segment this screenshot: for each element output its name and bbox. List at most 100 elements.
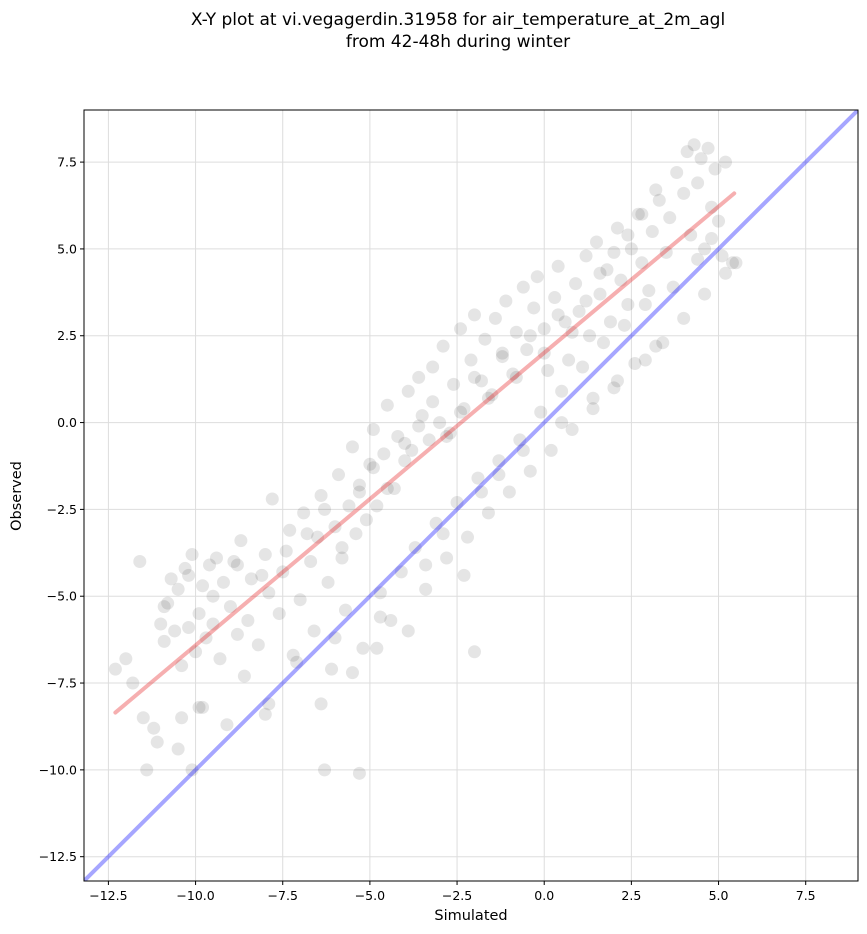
data-point bbox=[579, 249, 593, 263]
data-point bbox=[209, 551, 223, 565]
data-point bbox=[691, 252, 705, 266]
data-point bbox=[610, 221, 624, 235]
data-point bbox=[391, 429, 405, 443]
data-point bbox=[614, 273, 628, 287]
data-point bbox=[213, 652, 227, 666]
data-point bbox=[373, 610, 387, 624]
data-point bbox=[325, 662, 339, 676]
data-point bbox=[373, 586, 387, 600]
y-tick-label: −10.0 bbox=[39, 762, 77, 777]
data-point bbox=[558, 315, 572, 329]
chart-title: X-Y plot at vi.vegagerdin.31958 for air_… bbox=[191, 10, 725, 52]
data-point bbox=[220, 718, 234, 732]
x-tick-label: 5.0 bbox=[709, 888, 729, 903]
data-point bbox=[544, 443, 558, 457]
x-tick-label: 0.0 bbox=[534, 888, 554, 903]
data-point bbox=[394, 565, 408, 579]
data-point bbox=[168, 624, 182, 638]
data-point bbox=[593, 266, 607, 280]
data-point bbox=[729, 256, 743, 270]
data-point bbox=[251, 638, 265, 652]
data-point bbox=[436, 527, 450, 541]
data-point bbox=[328, 631, 342, 645]
data-point bbox=[244, 572, 258, 586]
data-point bbox=[332, 468, 346, 482]
data-point bbox=[488, 311, 502, 325]
chart-title-line-2: from 42-48h during winter bbox=[346, 32, 570, 52]
data-point bbox=[140, 763, 154, 777]
data-point bbox=[185, 548, 199, 562]
data-point bbox=[680, 145, 694, 159]
data-point bbox=[206, 617, 220, 631]
data-point bbox=[405, 443, 419, 457]
data-point bbox=[628, 357, 642, 371]
data-point bbox=[154, 617, 168, 631]
data-point bbox=[412, 370, 426, 384]
data-point bbox=[635, 207, 649, 221]
data-point bbox=[279, 544, 293, 558]
x-tick-label: 7.5 bbox=[796, 888, 816, 903]
data-point bbox=[230, 627, 244, 641]
data-point bbox=[185, 763, 199, 777]
data-point bbox=[401, 624, 415, 638]
data-point bbox=[610, 374, 624, 388]
data-point bbox=[701, 141, 715, 155]
x-axis-ticks: −12.5 −10.0 −7.5 −5.0 −2.5 0.0 2.5 5.0 7.5 bbox=[89, 881, 816, 903]
data-point bbox=[467, 645, 481, 659]
data-point bbox=[234, 534, 248, 548]
data-point bbox=[408, 541, 422, 555]
data-point bbox=[481, 506, 495, 520]
x-tick-label: −5.0 bbox=[355, 888, 385, 903]
data-point bbox=[642, 284, 656, 298]
data-point bbox=[356, 641, 370, 655]
data-point bbox=[311, 530, 325, 544]
data-point bbox=[684, 228, 698, 242]
data-point bbox=[596, 336, 610, 350]
data-point bbox=[440, 551, 454, 565]
data-point bbox=[509, 325, 523, 339]
data-point bbox=[492, 454, 506, 468]
data-point bbox=[175, 711, 189, 725]
data-point bbox=[398, 454, 412, 468]
data-point bbox=[283, 523, 297, 537]
data-point bbox=[492, 468, 506, 482]
data-point bbox=[590, 235, 604, 249]
data-point bbox=[171, 582, 185, 596]
data-point bbox=[617, 318, 631, 332]
data-point bbox=[293, 593, 307, 607]
data-point bbox=[192, 700, 206, 714]
data-point bbox=[509, 370, 523, 384]
data-point bbox=[652, 193, 666, 207]
data-point bbox=[603, 315, 617, 329]
data-point bbox=[304, 554, 318, 568]
data-point bbox=[555, 384, 569, 398]
data-point bbox=[467, 370, 481, 384]
data-point bbox=[621, 228, 635, 242]
data-point bbox=[318, 502, 332, 516]
data-point bbox=[387, 482, 401, 496]
data-point bbox=[164, 572, 178, 586]
y-tick-label: 7.5 bbox=[57, 155, 77, 170]
data-point bbox=[712, 214, 726, 228]
data-point bbox=[352, 478, 366, 492]
data-point bbox=[401, 384, 415, 398]
data-point bbox=[513, 433, 527, 447]
data-point bbox=[426, 395, 440, 409]
data-point bbox=[495, 350, 509, 364]
data-point bbox=[196, 579, 210, 593]
data-point bbox=[474, 374, 488, 388]
data-point bbox=[262, 697, 276, 711]
data-point bbox=[230, 558, 244, 572]
data-point bbox=[551, 308, 565, 322]
data-point bbox=[555, 416, 569, 430]
data-point bbox=[380, 398, 394, 412]
data-point bbox=[147, 721, 161, 735]
y-tick-label: −12.5 bbox=[39, 849, 77, 864]
data-point bbox=[527, 301, 541, 315]
data-point bbox=[499, 294, 513, 308]
data-point bbox=[705, 200, 719, 214]
data-point bbox=[377, 447, 391, 461]
data-point bbox=[719, 155, 733, 169]
data-point bbox=[419, 582, 433, 596]
